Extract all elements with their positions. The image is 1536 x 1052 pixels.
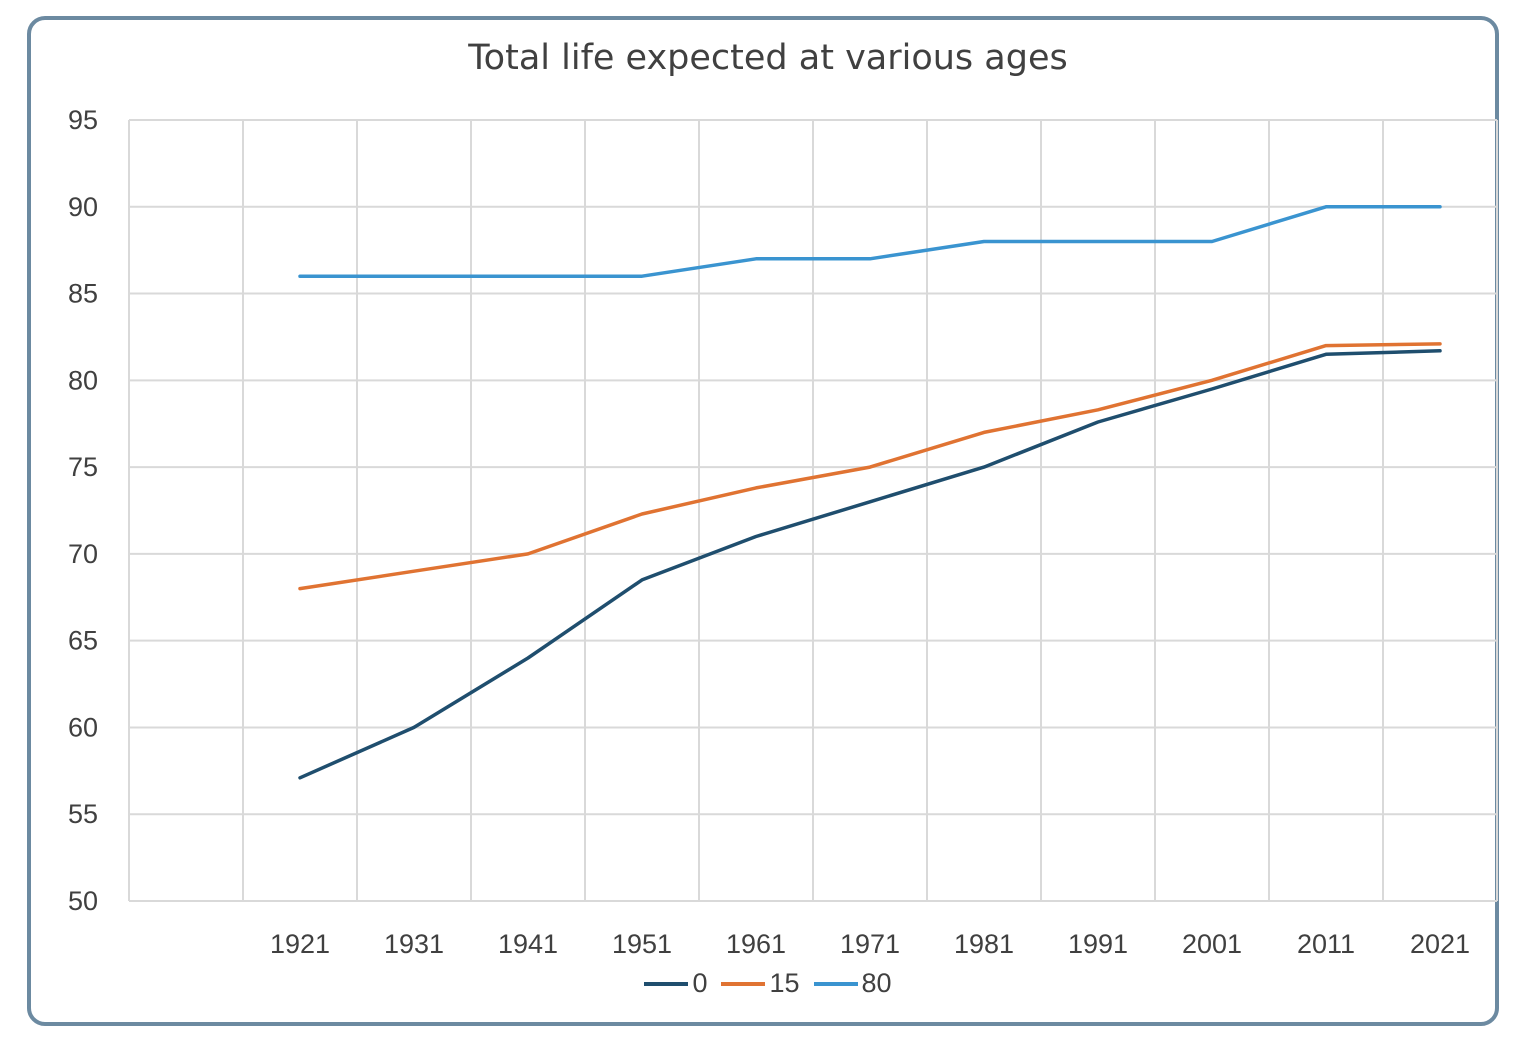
y-tick-label: 70: [68, 539, 98, 569]
series-lines: [298, 205, 1442, 780]
series-line-80: [298, 205, 1442, 278]
legend-swatch: [813, 981, 858, 986]
y-tick-label: 75: [68, 452, 98, 482]
legend-label: 0: [692, 968, 708, 998]
x-tick-label: 2001: [1182, 929, 1242, 959]
x-tick-label: 1931: [384, 929, 444, 959]
gridlines: [128, 119, 1498, 902]
legend-item-80: 80: [813, 968, 892, 999]
series-line-0: [298, 349, 1442, 780]
legend-swatch: [644, 981, 689, 986]
x-tick-label: 1951: [612, 929, 672, 959]
y-tick-label: 65: [68, 626, 98, 656]
legend: 0 15 80: [0, 968, 1536, 999]
chart-title: Total life expected at various ages: [468, 38, 1068, 78]
y-tick-label: 95: [68, 105, 98, 135]
y-tick-label: 60: [68, 712, 98, 742]
y-axis-ticks: 50 55 60 65 70 75 80 85 90 95: [68, 105, 98, 916]
legend-label: 80: [861, 968, 892, 998]
series-line-15: [298, 342, 1442, 591]
chart-card: [27, 16, 1499, 1026]
y-tick-label: 90: [68, 192, 98, 222]
x-tick-label: 1941: [498, 929, 558, 959]
x-tick-label: 2021: [1410, 929, 1470, 959]
x-tick-label: 1961: [726, 929, 786, 959]
y-tick-label: 85: [68, 279, 98, 309]
x-axis-ticks: 1921 1931 1941 1951 1961 1971 1981 1991 2001 2011…: [270, 929, 1470, 959]
x-tick-label: 1921: [270, 929, 330, 959]
legend-item-0: 0: [644, 968, 707, 999]
y-tick-label: 55: [68, 799, 98, 829]
y-tick-label: 80: [68, 365, 98, 395]
legend-swatch: [721, 981, 766, 986]
legend-label: 15: [769, 968, 800, 998]
y-tick-label: 50: [68, 886, 98, 916]
x-tick-label: 2011: [1297, 929, 1355, 959]
legend-item-15: 15: [721, 968, 800, 999]
x-tick-label: 1971: [840, 929, 900, 959]
x-tick-label: 1981: [954, 929, 1014, 959]
x-tick-label: 1991: [1068, 929, 1128, 959]
